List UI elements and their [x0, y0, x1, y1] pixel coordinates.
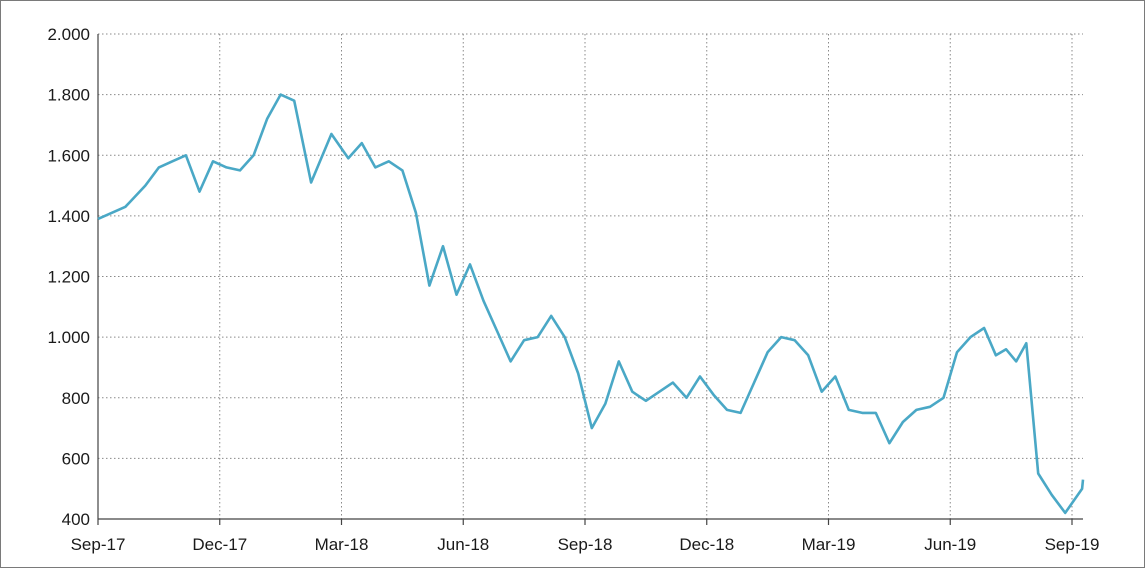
series-line [97, 93, 1085, 515]
x-tick-label: Dec-17 [192, 535, 247, 554]
y-tick-label: 1.400 [47, 207, 90, 226]
series-layer [97, 93, 1085, 515]
x-tick-label: Sep-18 [558, 535, 613, 554]
y-tick-label: 1.200 [47, 268, 90, 287]
x-tick-label: Jun-18 [437, 535, 489, 554]
x-tick-label: Sep-17 [71, 535, 126, 554]
y-tick-label: 1.800 [47, 86, 90, 105]
y-tick-label: 800 [62, 389, 90, 408]
y-tick-label: 1.600 [47, 146, 90, 165]
x-tick-label: Mar-19 [802, 535, 856, 554]
x-tick-label: Jun-19 [924, 535, 976, 554]
y-tick-label: 600 [62, 449, 90, 468]
y-tick-labels: 400 600 800 1.000 1.200 1.400 1.600 1.800 2.000 [47, 25, 90, 529]
x-tick-labels: Sep-17 Dec-17 Mar-18 Jun-18 Sep-18 Dec-18 Mar-… [71, 535, 1100, 554]
x-tick-label: Dec-18 [679, 535, 734, 554]
y-tick-label: 400 [62, 510, 90, 529]
gridlines [98, 33, 1083, 519]
x-tick-label: Sep-19 [1045, 535, 1100, 554]
x-tick-label: Mar-18 [315, 535, 369, 554]
axes [97, 34, 1083, 525]
y-tick-label: 1.000 [47, 328, 90, 347]
y-tick-label: 2.000 [47, 25, 90, 44]
